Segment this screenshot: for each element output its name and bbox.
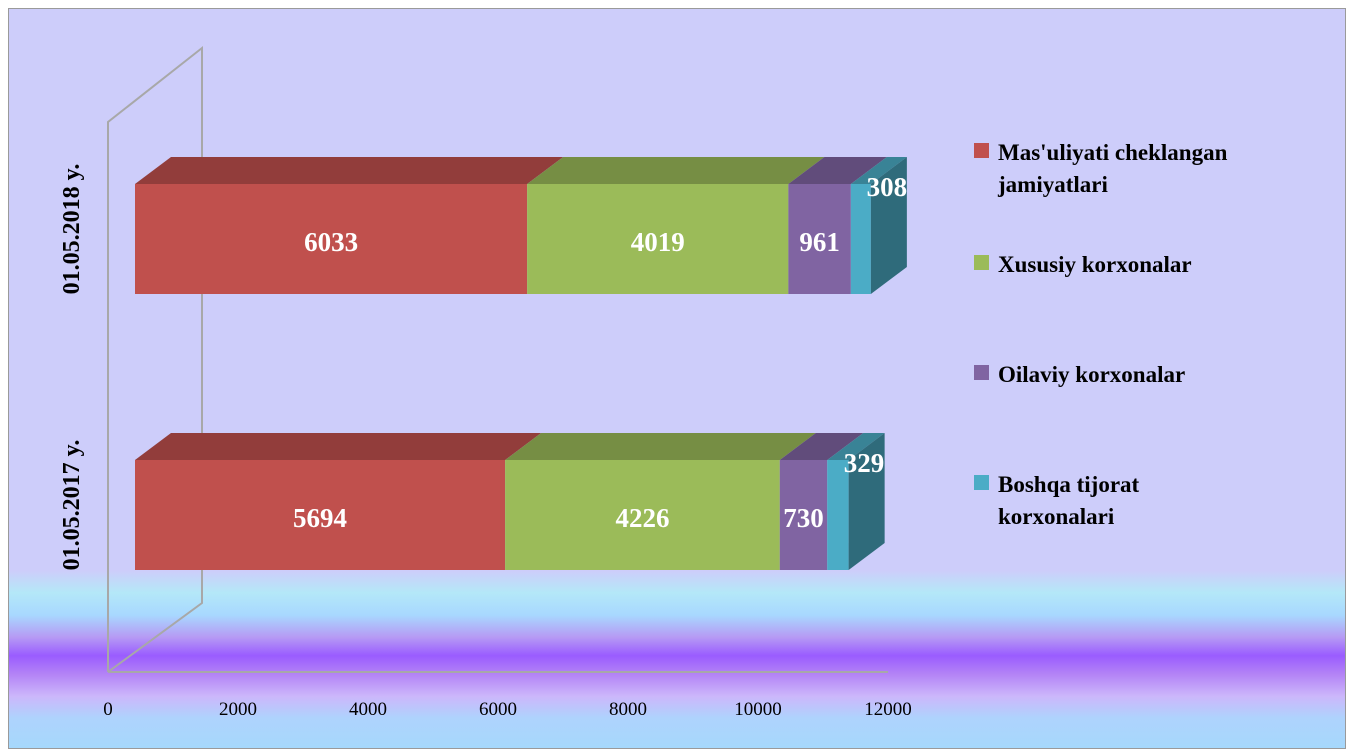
bar-front-face [135, 184, 528, 294]
bar-segment: 961 [788, 157, 887, 294]
bar-segment: 4019 [527, 157, 825, 294]
bar-top-face [827, 433, 885, 460]
legend-swatch [974, 143, 989, 158]
bar-top-face [850, 157, 907, 184]
data-label: 4019 [631, 227, 685, 257]
bar-front-face [788, 184, 851, 294]
tick-label: 4000 [349, 699, 387, 720]
data-label: 6033 [304, 227, 358, 257]
tick-label: 2000 [219, 699, 257, 720]
bar-side-face [870, 157, 907, 294]
bar-top-face [779, 433, 864, 460]
bar-front-face [850, 184, 871, 294]
bar-top-face [135, 157, 564, 184]
back-wall [107, 45, 203, 673]
legend-label: Xususiy korxonalar [998, 252, 1192, 277]
tick-label: 6000 [479, 699, 517, 720]
bar-segment: 308 [850, 157, 908, 294]
bars: 5694 4226 730 329 6033 4019 961 308 [135, 157, 907, 570]
data-label: 329 [844, 448, 885, 478]
bar-segment: 329 [827, 433, 885, 570]
legend-item: Xususiy korxonalar [974, 252, 1192, 277]
bar-segment: 4226 [505, 433, 816, 570]
bar-top-face [527, 157, 825, 184]
legend-item: Boshqa tijorat korxonalari [974, 472, 1140, 529]
category-label: 01.05.2018 y. [59, 164, 85, 295]
tick-label: 10000 [734, 699, 782, 720]
tick-label: 0 [103, 699, 113, 720]
bar-side-face [848, 433, 885, 570]
legend-label: Boshqa tijorat korxonalari [998, 472, 1140, 529]
x-axis-ticks: 0 2000 4000 6000 8000 10000 12000 [103, 699, 912, 720]
bar-segment: 730 [779, 433, 864, 570]
bar-top-face [135, 433, 542, 460]
legend-swatch [974, 255, 989, 270]
legend-item: Oilaviy korxonalar [974, 362, 1185, 387]
bar-front-face [505, 460, 780, 570]
data-label: 730 [783, 503, 824, 533]
chart-area [8, 8, 1346, 749]
bar-front-face [135, 460, 506, 570]
data-label: 5694 [293, 503, 347, 533]
category-labels: 01.05.2017 y. 01.05.2018 y. [59, 164, 85, 571]
legend-item: Mas'uliyati cheklangan jamiyatlari [974, 140, 1228, 197]
data-label: 4226 [615, 503, 669, 533]
bar-front-face [779, 460, 828, 570]
bar-segment: 6033 [135, 157, 564, 294]
bar-top-face [788, 157, 887, 184]
legend: Mas'uliyati cheklangan jamiyatlari Xususiy… [974, 140, 1228, 529]
bar-segment: 5694 [135, 433, 542, 570]
bar-front-face [827, 460, 849, 570]
chart-walls [107, 45, 888, 673]
legend-swatch [974, 365, 989, 380]
bar-top-face [505, 433, 816, 460]
legend-label: Mas'uliyati cheklangan jamiyatlari [997, 140, 1228, 197]
bar-front-face [527, 184, 789, 294]
tick-label: 12000 [864, 699, 912, 720]
tick-label: 8000 [609, 699, 647, 720]
category-label: 01.05.2017 y. [59, 440, 85, 571]
legend-label: Oilaviy korxonalar [998, 362, 1185, 387]
legend-swatch [974, 475, 989, 490]
data-label: 961 [799, 227, 840, 257]
data-label: 308 [867, 172, 908, 202]
